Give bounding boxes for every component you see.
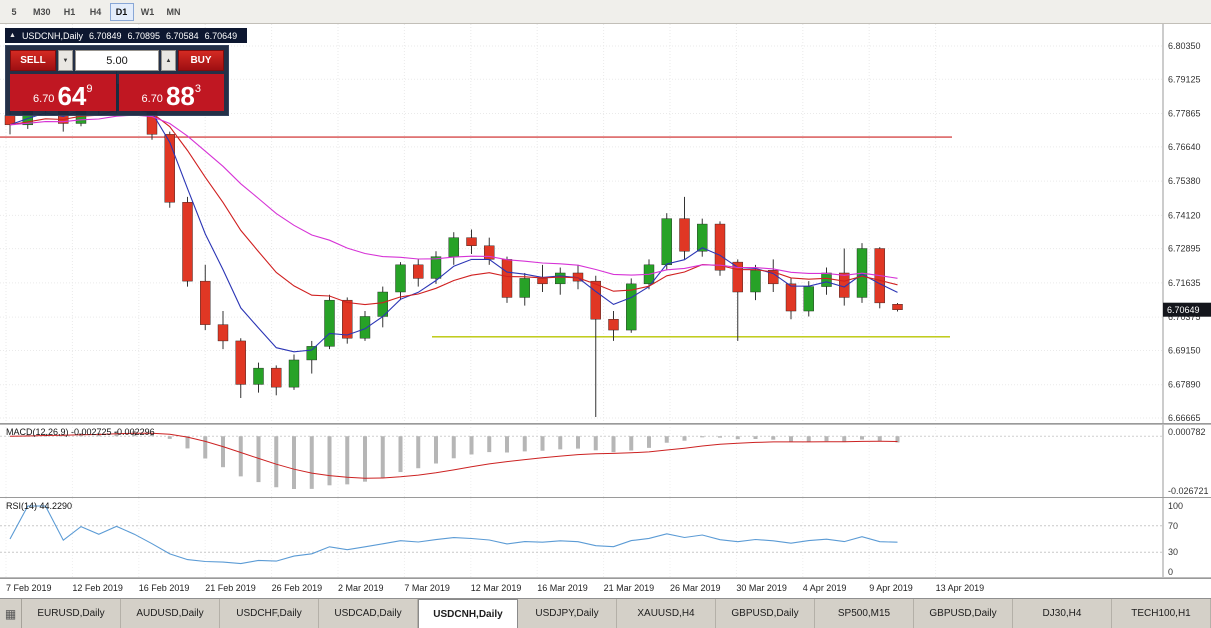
current-price-badge — [1163, 302, 1211, 317]
timeframe-button-h1[interactable]: H1 — [63, 6, 76, 17]
price-axis-label: 6.75380 — [1168, 176, 1201, 186]
collapse-triangle-icon[interactable]: ▲ — [9, 32, 16, 39]
time-axis-label: 16 Mar 2019 — [537, 583, 588, 593]
rsi-label: RSI(14) 44.2290 — [6, 501, 72, 511]
tab-tech100-h1[interactable]: TECH100,H1 — [1112, 599, 1211, 628]
time-axis-label: 21 Mar 2019 — [603, 583, 655, 593]
time-axis-label: 2 Mar 2019 — [338, 583, 384, 593]
time-axis-label: 13 Apr 2019 — [935, 583, 985, 593]
sell-price-quote[interactable]: 6.70 64 9 — [10, 74, 116, 111]
macd-axis-top: 0.000782 — [1168, 427, 1206, 437]
rsi-axis-label: 30 — [1168, 547, 1178, 557]
rsi-axis-label: 100 — [1168, 501, 1183, 511]
volume-input[interactable] — [75, 50, 159, 71]
moving-average-line-5 — [9, 100, 898, 353]
sell-price-prefix: 6.70 — [33, 93, 55, 105]
rsi-axis-label: 0 — [1168, 567, 1173, 577]
trade-quotes-row: 6.70 64 9 6.70 88 3 — [10, 74, 224, 111]
volume-increase-button[interactable]: ▲ — [161, 50, 176, 71]
svg-text:6.70649: 6.70649 — [1167, 305, 1200, 315]
tab-audusd-daily[interactable]: AUDUSD,Daily — [121, 599, 220, 628]
timeframe-button-m30[interactable]: M30 — [33, 6, 51, 17]
time-axis-label: 16 Feb 2019 — [138, 583, 190, 593]
tab-dj30-h4[interactable]: DJ30,H4 — [1013, 599, 1112, 628]
macd-indicator-panel[interactable]: MACD(12,26,9) -0.002725 -0.002296 0.00078… — [0, 424, 1211, 498]
time-axis-label: 9 Apr 2019 — [869, 583, 913, 593]
macd-signal-line — [9, 432, 898, 479]
timeframe-toolbar: 5 M30 H1 H4 D1 W1 MN — [0, 0, 1211, 24]
tab-eurusd-daily[interactable]: EURUSD,Daily — [22, 599, 121, 628]
price-axis-label: 6.76640 — [1168, 142, 1201, 152]
rsi-indicator-panel[interactable]: 100 70 30 0 RSI(14) 44.2290 — [0, 498, 1211, 578]
time-axis-label: 30 Mar 2019 — [736, 583, 787, 593]
tab-gbpusd-daily[interactable]: GBPUSD,Daily — [914, 599, 1013, 628]
price-axis-label: 6.80350 — [1168, 41, 1201, 51]
macd-histogram — [25, 431, 900, 489]
tab-usdchf-daily[interactable]: USDCHF,Daily — [220, 599, 319, 628]
buy-price-prefix: 6.70 — [141, 93, 163, 105]
symbol-title: USDCNH,Daily — [21, 30, 83, 41]
trade-controls-row: SELL ▼ ▲ BUY — [10, 50, 224, 71]
price-axis-label: 6.72895 — [1168, 244, 1201, 254]
macd-axis-bottom: -0.026721 — [1168, 486, 1209, 496]
macd-label: MACD(12,26,9) -0.002725 -0.002296 — [6, 427, 155, 437]
time-axis-label: 26 Feb 2019 — [271, 583, 323, 593]
price-axis-label: 6.70375 — [1168, 312, 1201, 322]
symbol-header[interactable]: ▲ USDCNH,Daily 6.70849 6.70895 6.70584 6… — [5, 28, 248, 43]
timeframe-button-d1[interactable]: D1 — [109, 2, 134, 21]
chevron-down-icon: ▼ — [62, 57, 69, 64]
chart-area: 6.80350 6.79125 6.77865 6.76640 6.75380 6.741… — [0, 24, 1211, 424]
time-axis-label: 21 Feb 2019 — [205, 583, 256, 593]
chart-tabs-bar: ▦ EURUSD,Daily AUDUSD,Daily USDCHF,Daily US… — [0, 598, 1211, 628]
one-click-trading-panel: SELL ▼ ▲ BUY 6.70 64 9 6.70 88 3 — [5, 45, 229, 116]
moving-average-line-12 — [9, 108, 898, 306]
buy-price-pip: 3 — [194, 83, 201, 95]
buy-price-quote[interactable]: 6.70 88 3 — [118, 74, 224, 111]
moving-average-line-24 — [9, 114, 898, 279]
price-axis-label: 6.71635 — [1168, 278, 1201, 288]
tab-usdcnh-daily[interactable]: USDCNH,Daily — [418, 599, 518, 628]
tab-sp500-m15[interactable]: SP500,M15 — [815, 599, 914, 628]
chevron-up-icon: ▲ — [165, 57, 172, 64]
buy-button[interactable]: BUY — [178, 50, 224, 71]
timeframe-button-mn[interactable]: MN — [166, 6, 181, 17]
main-price-chart[interactable]: 6.80350 6.79125 6.77865 6.76640 6.75380 6.741… — [0, 24, 1211, 424]
sell-price-pip: 9 — [86, 83, 93, 95]
rsi-axis-label: 70 — [1168, 521, 1178, 531]
volume-decrease-button[interactable]: ▼ — [58, 50, 73, 71]
candles — [4, 69, 903, 418]
time-axis-label: 7 Feb 2019 — [6, 583, 52, 593]
time-axis-label: 12 Feb 2019 — [72, 583, 123, 593]
tab-xauusd-h4[interactable]: XAUUSD,H4 — [617, 599, 716, 628]
ohlc-low: 6.70584 — [166, 30, 199, 41]
time-axis-label: 12 Mar 2019 — [470, 583, 522, 593]
tab-gbpusd-daily[interactable]: GBPUSD,Daily — [716, 599, 815, 628]
window-list-icon[interactable]: ▦ — [0, 599, 22, 628]
time-axis-label: 26 Mar 2019 — [670, 583, 721, 593]
time-axis-label: 7 Mar 2019 — [404, 583, 450, 593]
buy-price-main: 88 — [165, 81, 195, 111]
price-axis-label: 6.66665 — [1168, 413, 1201, 423]
time-axis[interactable]: 7 Feb 2019 12 Feb 2019 16 Feb 2019 21 Feb 2… — [0, 578, 1211, 598]
tab-usdjpy-daily[interactable]: USDJPY,Daily — [518, 599, 617, 628]
price-axis-label: 6.77865 — [1168, 109, 1201, 119]
price-axis-label: 6.69150 — [1168, 345, 1201, 355]
sell-button[interactable]: SELL — [10, 50, 56, 71]
sell-price-main: 64 — [57, 81, 87, 111]
timeframe-button-5[interactable]: 5 — [11, 6, 17, 17]
rsi-line — [9, 505, 898, 565]
price-axis-label: 6.67890 — [1168, 380, 1201, 390]
chart-overlay: ▲ USDCNH,Daily 6.70849 6.70895 6.70584 6… — [5, 28, 248, 116]
ohlc-close: 6.70649 — [204, 30, 238, 41]
ohlc-high: 6.70895 — [127, 30, 161, 41]
tab-usdcad-daily[interactable]: USDCAD,Daily — [319, 599, 418, 628]
price-axis-label: 6.79125 — [1168, 74, 1201, 84]
price-axis-label: 6.74120 — [1168, 210, 1201, 220]
ohlc-open: 6.70849 — [88, 30, 122, 41]
timeframe-button-w1[interactable]: W1 — [140, 6, 155, 17]
time-axis-label: 4 Apr 2019 — [802, 583, 847, 593]
timeframe-button-h4[interactable]: H4 — [89, 6, 102, 17]
